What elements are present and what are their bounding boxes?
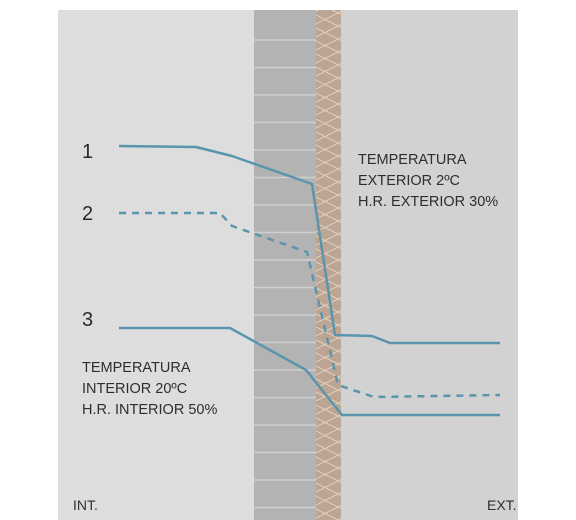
curve-label-3: 3 [82,309,93,331]
exterior-note-line-3: H.R. EXTERIOR 30% [358,194,498,210]
insulation-layer [316,10,341,520]
curve-1 [118,144,500,345]
interior-zone [58,10,254,520]
interior-note-line-1: TEMPERATURA [82,360,191,376]
curve-2 [119,211,501,399]
interior-side-label: INT. [73,497,98,513]
exterior-conditions-note: TEMPERATURA EXTERIOR 2ºC H.R. EXTERIOR 3… [358,152,498,210]
exterior-note-line-2: EXTERIOR 2ºC [358,173,460,189]
curve-3 [119,326,500,417]
curve-label-2: 2 [82,203,93,225]
interior-note-line-3: H.R. INTERIOR 50% [82,402,217,418]
curve-label-1: 1 [82,141,93,163]
exterior-zone [341,10,518,520]
interior-note-line-2: INTERIOR 20ºC [82,381,187,397]
exterior-note-line-1: TEMPERATURA [358,152,467,168]
brick-wall [254,10,316,520]
exterior-side-label: EXT. [487,497,517,513]
interior-conditions-note: TEMPERATURA INTERIOR 20ºC H.R. INTERIOR … [82,360,217,418]
